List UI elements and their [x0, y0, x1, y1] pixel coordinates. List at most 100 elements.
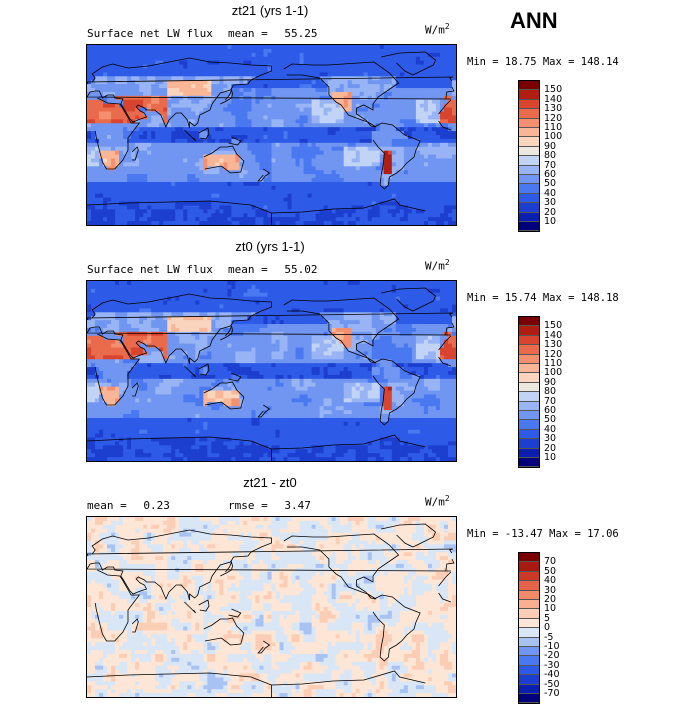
contour-cell [107, 155, 112, 160]
contour-cell [280, 293, 285, 298]
contour-cell [163, 166, 168, 171]
contour-cell [436, 170, 441, 175]
contour-cell [95, 308, 100, 313]
contour-cell [436, 100, 441, 105]
contour-cell [388, 65, 393, 70]
contour-cell [452, 186, 457, 191]
contour-cell [263, 155, 268, 160]
contour-cell [372, 88, 377, 93]
contour-cell [187, 158, 192, 163]
contour-cell [308, 158, 313, 163]
contour-cell [292, 115, 297, 120]
contour-cell [155, 135, 160, 140]
contour-cell [111, 88, 116, 93]
contour-cell [368, 281, 373, 286]
contour-cell [296, 285, 301, 290]
contour-cell [87, 135, 92, 140]
contour-cell [284, 119, 289, 124]
contour-cell [332, 221, 337, 226]
contour-cell [432, 100, 437, 105]
contour-cell [388, 80, 393, 85]
contour-cell [131, 170, 136, 175]
contour-cell [444, 297, 449, 302]
contour-cell [448, 190, 453, 195]
contour-cell [191, 155, 196, 160]
contour-cell [195, 170, 200, 175]
contour-cell [300, 115, 305, 120]
contour-cell [163, 147, 168, 152]
contour-cell [324, 53, 329, 58]
contour-cell [135, 112, 140, 117]
contour-cell [372, 285, 377, 290]
contour-cell [420, 147, 425, 152]
contour-cell [304, 131, 309, 136]
contour-cell [368, 61, 373, 66]
contour-cell [404, 182, 409, 187]
contour-cell [151, 100, 156, 105]
contour-cell [219, 49, 224, 54]
contour-cell [167, 135, 172, 140]
contour-cell [448, 174, 453, 179]
contour-cell [147, 84, 152, 89]
contour-cell [251, 127, 256, 132]
colorbar-tick-label: 30 [544, 197, 556, 208]
contour-cell [312, 68, 317, 73]
contour-cell [163, 182, 168, 187]
contour-cell [127, 178, 132, 183]
contour-cell [107, 96, 112, 101]
contour-cell [452, 293, 457, 298]
contour-cell [123, 104, 128, 109]
contour-cell [304, 213, 309, 218]
contour-cell [131, 186, 136, 191]
contour-cell [312, 61, 317, 66]
contour-cell [332, 45, 337, 50]
contour-cell [123, 45, 128, 50]
contour-cell [440, 281, 445, 286]
contour-cell [300, 285, 305, 290]
contour-cell [412, 80, 417, 85]
contour-cell [187, 293, 192, 298]
contour-cell [115, 213, 120, 218]
contour-cell [147, 127, 152, 132]
contour-cell [452, 115, 457, 120]
contour-cell [115, 57, 120, 62]
contour-cell [111, 178, 116, 183]
contour-cell [396, 293, 401, 298]
contour-cell [304, 162, 309, 167]
contour-cell [107, 119, 112, 124]
contour-cell [320, 166, 325, 171]
contour-cell [159, 68, 164, 73]
contour-cell [348, 104, 353, 109]
contour-cell [243, 84, 248, 89]
contour-cell [328, 178, 333, 183]
contour-cell [272, 61, 277, 66]
contour-cell [452, 147, 457, 152]
contour-cell [263, 57, 268, 62]
contour-cell [352, 135, 357, 140]
contour-cell [227, 166, 232, 171]
contour-cell [179, 178, 184, 183]
contour-cell [276, 108, 281, 113]
contour-cell [175, 92, 180, 97]
contour-cell [135, 170, 140, 175]
contour-cell [219, 131, 224, 136]
contour-cell [384, 45, 389, 50]
contour-cell [203, 186, 208, 191]
contour-cell [440, 205, 445, 210]
contour-cell [308, 45, 313, 50]
contour-cell [436, 65, 441, 70]
contour-cell [452, 158, 457, 163]
contour-cell [259, 84, 264, 89]
contour-cell [444, 147, 449, 152]
contour-cell [412, 65, 417, 70]
contour-cell [356, 194, 361, 199]
contour-cell [243, 221, 248, 226]
contour-cell [392, 135, 397, 140]
contour-cell [392, 186, 397, 191]
contour-cell [251, 104, 256, 109]
contour-cell [111, 293, 116, 298]
contour-cell [235, 209, 240, 214]
contour-cell [207, 170, 212, 175]
contour-cell [131, 84, 136, 89]
contour-cell [127, 108, 132, 113]
